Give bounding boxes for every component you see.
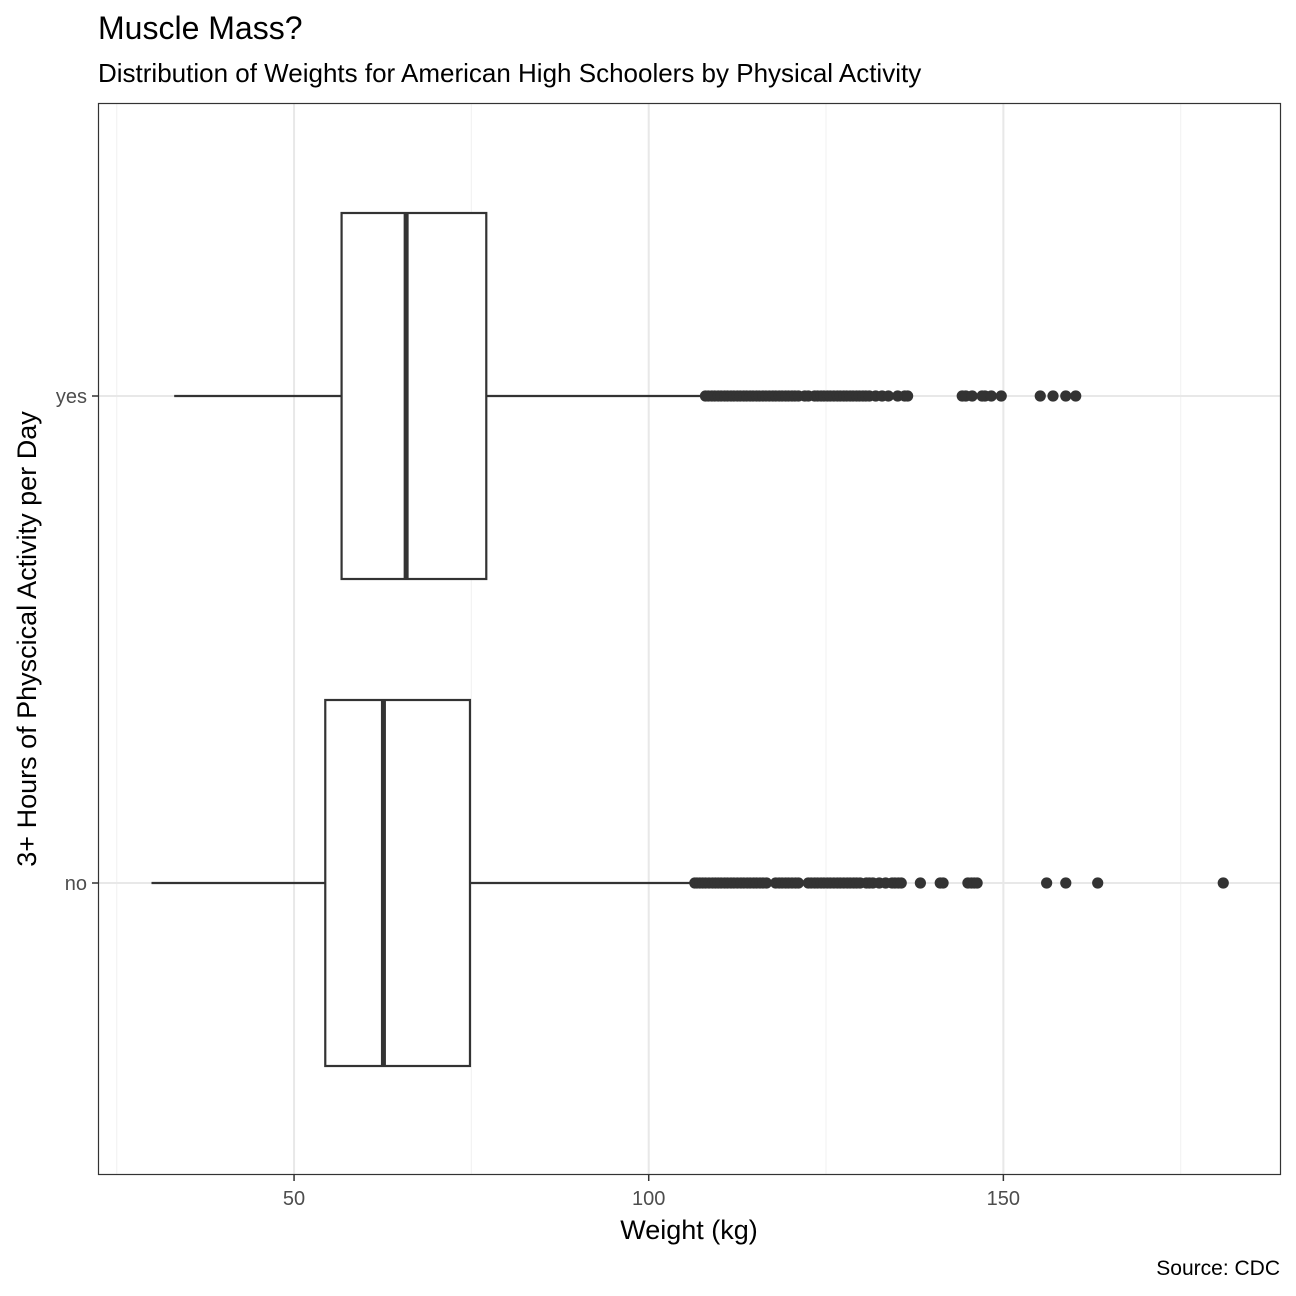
outlier-point: [985, 390, 997, 402]
outlier-point: [792, 877, 804, 889]
outlier-point: [1060, 390, 1072, 402]
x-tick-label: 100: [632, 1188, 665, 1210]
x-axis-label: Weight (kg): [620, 1215, 758, 1245]
outlier-point: [895, 877, 907, 889]
outlier-point: [760, 877, 773, 889]
outlier-point: [1060, 877, 1072, 889]
outlier-point: [1047, 390, 1059, 402]
outlier-point: [966, 390, 978, 402]
outlier-point: [1041, 877, 1053, 889]
chart-subtitle: Distribution of Weights for American Hig…: [98, 58, 922, 88]
outlier-point: [971, 877, 983, 889]
outlier-point: [1034, 390, 1046, 402]
outlier-point: [1070, 390, 1082, 402]
box-no: [151, 698, 696, 1068]
chart-caption: Source: CDC: [1156, 1257, 1280, 1280]
x-tick-label: 150: [987, 1188, 1020, 1210]
axis-layer: 50 100 150 no yes: [56, 386, 1020, 1210]
box-layer: [151, 211, 707, 1068]
y-tick-label: no: [65, 873, 87, 895]
iqr-box: [324, 698, 472, 1068]
outlier-point: [882, 390, 895, 402]
iqr-box: [340, 211, 488, 581]
chart-title: Muscle Mass?: [98, 10, 303, 46]
outlier-point: [1092, 877, 1104, 889]
outlier-point: [1217, 877, 1229, 889]
outlier-point: [995, 390, 1007, 402]
outlier-layer: [689, 390, 1229, 889]
outlier-point: [914, 877, 926, 889]
outlier-point: [902, 390, 914, 402]
y-axis-label: 3+ Hours of Physcical Activity per Day: [12, 411, 42, 867]
y-tick-label: yes: [56, 386, 87, 408]
grid-lines: [99, 104, 1280, 1174]
box-yes: [174, 211, 707, 581]
outlier-point: [937, 877, 949, 889]
x-tick-label: 50: [283, 1188, 305, 1210]
plot-panel-border: [97, 102, 1282, 1176]
